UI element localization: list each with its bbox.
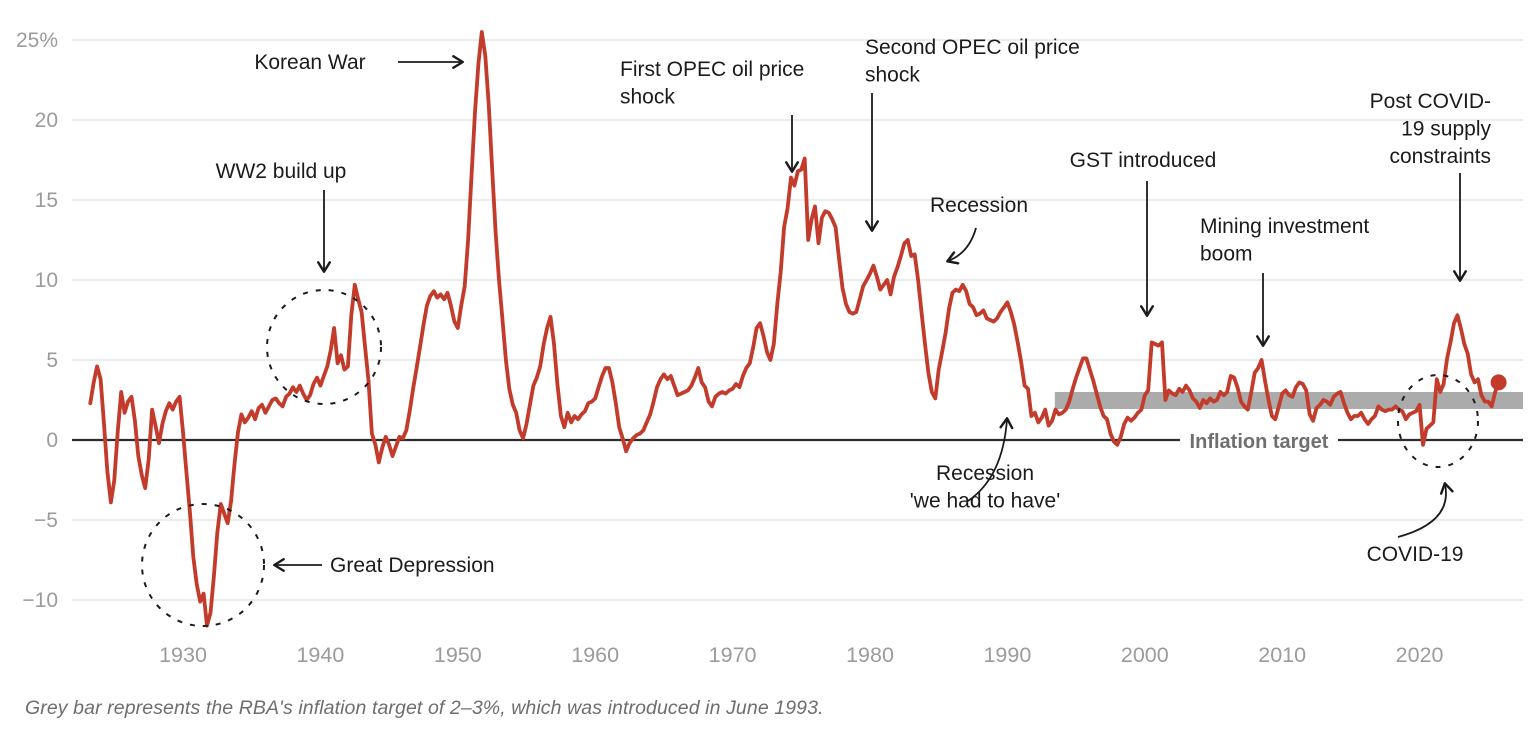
inflation-target-label-bg bbox=[1180, 428, 1338, 454]
x-tick-label-1960: 1960 bbox=[571, 643, 619, 667]
annotation-text-post-covid-supply: Post COVID-19 supply constraints bbox=[1370, 90, 1492, 168]
annotation-arrow-recession-we-had-to-have bbox=[967, 417, 1014, 502]
latest-value-dot bbox=[1490, 374, 1507, 391]
covid-circle bbox=[1397, 374, 1479, 468]
inflation-target-band bbox=[1054, 392, 1523, 409]
annotation-arrow-recession-1980s bbox=[946, 227, 977, 265]
chart-footnote: Grey bar represents the RBA's inflation … bbox=[25, 697, 824, 719]
axis-labels: 25% 20 15 10 5 0 −5 −10 1930 1940 1950 1960 1970 1980… bbox=[16, 29, 1444, 667]
annotation-text-korean-war: Korean War bbox=[254, 51, 365, 74]
annotation-text-recession-we-had-to-have: Recession'we had to have' bbox=[910, 462, 1060, 513]
annotation-covid-19: COVID-19 bbox=[1367, 482, 1464, 566]
ww2-circle bbox=[266, 289, 382, 405]
annotation-korean-war: Korean War bbox=[254, 51, 464, 74]
annotation-post-covid-supply: Post COVID-19 supply constraints bbox=[1370, 90, 1492, 282]
inflation-line bbox=[88, 30, 1501, 628]
annotation-text-ww2-build-up: WW2 build up bbox=[216, 160, 347, 183]
inflation-target-label-text: Inflation target bbox=[1190, 431, 1329, 453]
annotation-text-first-opec-shock: First OPEC oil price shock bbox=[620, 58, 804, 109]
great-depression-circle bbox=[141, 503, 265, 627]
y-tick-label-10: 10 bbox=[35, 269, 58, 292]
y-tick-label-20: 20 bbox=[35, 109, 58, 132]
y-tick-label--10: −10 bbox=[22, 589, 58, 612]
y-tick-label-15: 15 bbox=[35, 189, 58, 212]
annotation-text-great-depression: Great Depression bbox=[330, 554, 495, 577]
x-tick-label-1950: 1950 bbox=[434, 643, 482, 667]
y-tick-label-0: 0 bbox=[46, 429, 58, 452]
y-tick-label-5: 5 bbox=[46, 349, 58, 372]
annotation-recession-1980s: Recession bbox=[930, 194, 1028, 265]
annotation-text-mining-investment-boom: Mining investment boom bbox=[1200, 215, 1369, 266]
annotation-arrow-covid-19 bbox=[1397, 482, 1454, 538]
annotation-text-gst-introduced: GST introduced bbox=[1070, 149, 1217, 172]
annotation-mining-investment-boom: Mining investment boom bbox=[1200, 215, 1369, 347]
y-tick-label-25: 25% bbox=[16, 29, 58, 52]
annotation-gst-introduced: GST introduced bbox=[1070, 149, 1217, 317]
x-tick-label-2020: 2020 bbox=[1396, 643, 1444, 667]
annotation-great-depression: Great Depression bbox=[273, 554, 495, 577]
gridlines bbox=[72, 39, 1523, 601]
x-tick-label-1980: 1980 bbox=[846, 643, 894, 667]
annotation-text-covid-19: COVID-19 bbox=[1367, 543, 1464, 566]
event-annotations: Korean War WW2 build up First OPEC oil pri… bbox=[216, 36, 1492, 577]
annotation-text-second-opec-shock: Second OPEC oil price shock bbox=[865, 36, 1080, 87]
x-tick-label-1940: 1940 bbox=[296, 643, 344, 667]
annotation-text-recession-1980s: Recession bbox=[930, 194, 1028, 217]
x-tick-label-2010: 2010 bbox=[1258, 643, 1306, 667]
x-tick-label-1990: 1990 bbox=[983, 643, 1031, 667]
annotation-ww2-build-up: WW2 build up bbox=[216, 160, 347, 273]
annotation-first-opec-shock: First OPEC oil price shock bbox=[620, 58, 804, 173]
dashed-highlight-circles bbox=[141, 289, 1479, 627]
inflation-target-band-rect bbox=[1054, 392, 1523, 409]
x-tick-label-1930: 1930 bbox=[159, 643, 207, 667]
x-tick-label-2000: 2000 bbox=[1121, 643, 1169, 667]
x-tick-label-1970: 1970 bbox=[709, 643, 757, 667]
annotation-second-opec-shock: Second OPEC oil price shock bbox=[865, 36, 1080, 232]
inflation-target-label: Inflation target bbox=[1180, 428, 1338, 454]
annotation-recession-we-had-to-have: Recession'we had to have' bbox=[910, 417, 1060, 513]
inflation-series-line bbox=[88, 30, 1507, 628]
y-tick-label--5: −5 bbox=[34, 509, 58, 532]
